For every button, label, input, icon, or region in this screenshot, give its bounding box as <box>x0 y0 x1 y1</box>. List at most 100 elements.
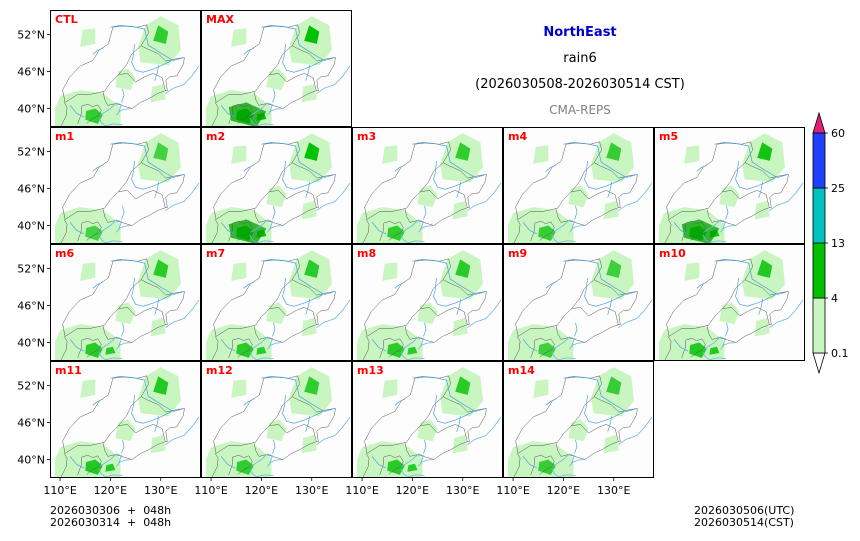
lat-tick-label: 52°N <box>17 263 45 276</box>
river <box>412 376 487 412</box>
coastline <box>99 102 133 116</box>
province-border <box>228 454 253 475</box>
rain-area-green <box>455 142 471 161</box>
map-panel-ctl: CTL <box>50 10 201 127</box>
province-border <box>530 220 555 241</box>
rain-area-light <box>382 379 398 398</box>
river <box>522 456 538 469</box>
rain-area-light <box>417 419 438 442</box>
coastline <box>165 182 200 212</box>
river <box>563 376 638 412</box>
lat-tick-label: 46°N <box>17 417 45 430</box>
river <box>261 259 336 295</box>
coastline <box>400 351 425 361</box>
rain-area-green <box>455 259 471 278</box>
river <box>584 160 625 190</box>
river <box>272 439 276 454</box>
rain-area-light <box>568 419 589 442</box>
rain-area-light <box>508 324 574 361</box>
rain-area-green <box>153 142 169 161</box>
river <box>433 277 474 307</box>
rain-area-light <box>533 145 549 164</box>
rain-area-heavy <box>228 102 267 127</box>
river <box>69 105 85 118</box>
coastline <box>618 182 653 212</box>
province-border <box>379 220 404 241</box>
region-title: NorthEast <box>543 25 617 40</box>
river <box>220 105 236 118</box>
province-border <box>102 442 133 460</box>
river <box>423 205 427 220</box>
river <box>423 439 427 454</box>
river <box>282 394 323 424</box>
map-panel-m10: m10 <box>654 244 805 361</box>
colorbar-level-label: 4 <box>831 292 838 305</box>
rain-area-light <box>55 90 121 127</box>
river <box>545 281 556 289</box>
river <box>69 456 85 469</box>
province-border <box>593 396 638 442</box>
rain-area-green <box>105 463 116 472</box>
province-border <box>362 336 370 360</box>
coastline <box>98 468 123 478</box>
rain-area-green <box>85 459 103 475</box>
panel-label: CTL <box>55 13 78 26</box>
colorbar-extend-min <box>812 352 826 375</box>
river <box>371 339 387 352</box>
lon-tick-label: 130°E <box>446 484 479 497</box>
province-border <box>404 325 435 343</box>
province-border <box>77 454 102 475</box>
rain-area-green <box>105 346 116 355</box>
province-border <box>228 103 253 124</box>
river <box>243 281 254 289</box>
province-border <box>60 102 68 126</box>
province-border <box>722 307 770 343</box>
rain-area-green <box>153 259 169 278</box>
province-border <box>513 453 521 477</box>
river <box>456 181 462 198</box>
province-border <box>515 258 602 337</box>
colorbar-segment <box>812 187 826 244</box>
province-border <box>364 375 451 454</box>
lat-tick-label: 46°N <box>17 66 45 79</box>
coastline <box>552 336 586 350</box>
init-time-line2: 2026030314 + 048h <box>50 516 172 529</box>
province-border <box>681 337 706 358</box>
province-border <box>102 325 133 343</box>
rain-area-green <box>304 376 320 395</box>
rain-area-green <box>236 342 254 358</box>
rain-area-light <box>55 441 121 478</box>
panel-label: m14 <box>508 364 535 377</box>
river <box>735 277 776 307</box>
province-border <box>515 141 602 220</box>
rain-area-light <box>231 262 247 281</box>
river <box>574 322 578 337</box>
panel-label: m10 <box>659 247 686 260</box>
river <box>673 339 689 352</box>
colorbar-level-label: 60 <box>831 127 845 140</box>
rain-area-light <box>55 207 121 244</box>
panel-frame <box>352 244 503 361</box>
coastline <box>250 102 284 116</box>
river <box>758 298 764 315</box>
river <box>69 339 85 352</box>
map-panel-m3: m3 <box>352 127 503 244</box>
province-border <box>213 24 300 103</box>
panel-frame <box>352 361 503 478</box>
rain-area-green <box>689 342 707 358</box>
river <box>584 277 625 307</box>
river <box>714 259 789 295</box>
coastline <box>551 351 576 361</box>
river <box>433 394 474 424</box>
province-border <box>404 208 435 226</box>
river <box>261 25 336 61</box>
rain-area-green <box>538 225 556 241</box>
rain-area-light <box>659 324 725 361</box>
province-border <box>364 141 451 220</box>
province-border <box>513 219 521 243</box>
panel-frame <box>503 361 654 478</box>
coastline <box>316 65 351 95</box>
rain-area-light <box>266 185 287 208</box>
coastline <box>400 468 425 478</box>
colorbar-segment <box>812 132 826 189</box>
